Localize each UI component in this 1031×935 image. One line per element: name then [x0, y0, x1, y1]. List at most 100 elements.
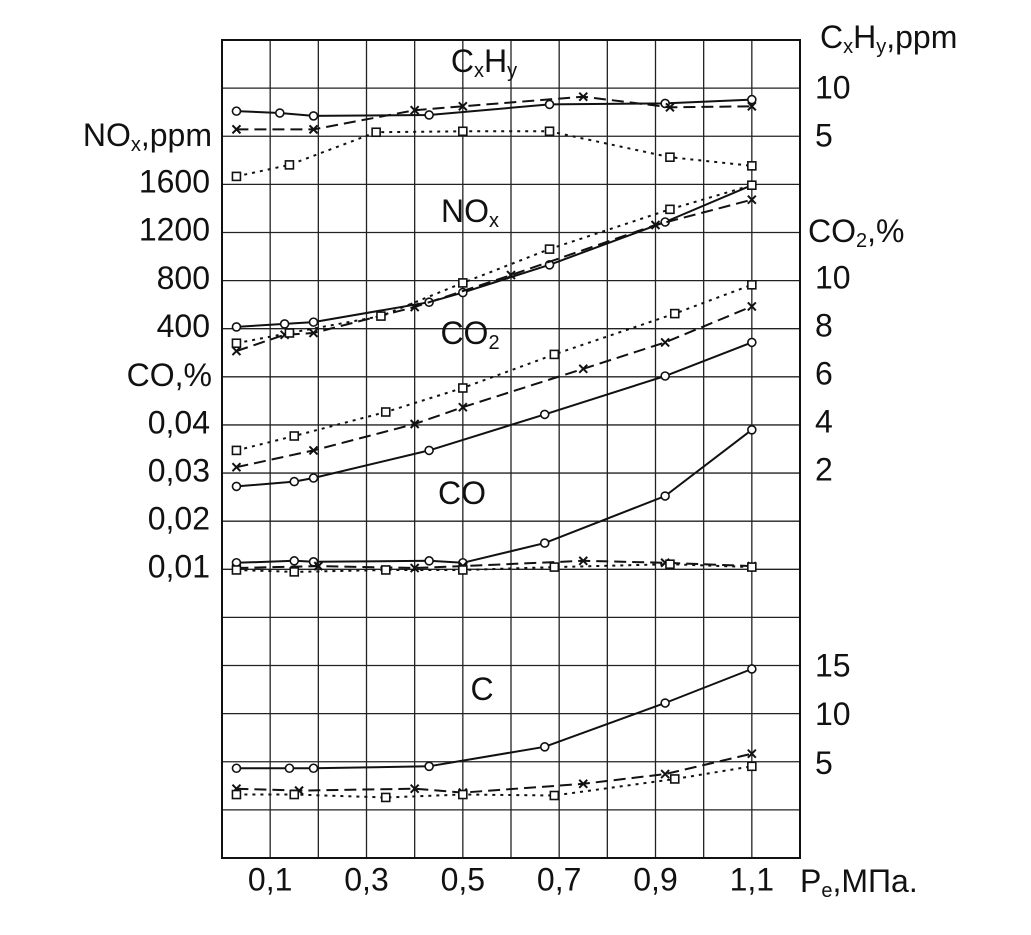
marker-cross	[458, 101, 468, 112]
marker-cross	[747, 194, 757, 205]
y-tick-label: 10	[815, 696, 851, 732]
y-tick-label: 5	[815, 117, 833, 153]
marker-square	[458, 278, 468, 288]
axis-label-part: y	[876, 36, 886, 58]
panel-label: CO2	[440, 315, 499, 354]
marker-square	[371, 127, 381, 138]
marker-square	[747, 562, 757, 572]
marker-circle	[660, 491, 670, 501]
panel-label: CO	[438, 475, 486, 511]
marker-circle	[660, 371, 670, 381]
marker-cross	[747, 301, 757, 312]
marker-cross	[458, 402, 468, 412]
marker-square	[380, 792, 391, 803]
axis-label-part: ,%	[867, 213, 904, 249]
x-tick-label: 0,7	[537, 861, 581, 897]
marker-square	[284, 328, 295, 338]
marker-square	[549, 562, 560, 572]
axis-label-part: NO	[83, 117, 131, 153]
marker-circle	[308, 473, 319, 483]
x-axis-label-part: ,МПа.	[832, 863, 917, 899]
marker-cross	[409, 302, 420, 312]
marker-square	[665, 152, 675, 162]
marker-square	[458, 565, 468, 575]
y-tick-label: 6	[815, 355, 833, 391]
x-axis-label-part: e	[821, 880, 832, 902]
marker-circle	[747, 424, 757, 435]
marker-cross	[506, 270, 516, 280]
marker-circle	[539, 742, 550, 752]
panel-label-part: x	[474, 60, 484, 82]
y-tick-label: 4	[815, 403, 833, 439]
marker-square	[231, 565, 242, 575]
marker-circle	[308, 317, 319, 327]
marker-square	[231, 338, 242, 349]
marker-cross	[231, 346, 242, 356]
x-tick-label: 0,1	[248, 861, 292, 897]
marker-circle	[231, 481, 242, 492]
marker-circle	[231, 106, 242, 116]
y-tick-label: 800	[157, 260, 210, 296]
marker-square	[231, 171, 242, 182]
marker-cross	[747, 748, 757, 759]
marker-circle	[279, 319, 290, 329]
y-tick-label: 15	[815, 647, 851, 683]
marker-cross	[650, 220, 661, 230]
marker-circle	[308, 111, 319, 121]
marker-cross	[578, 779, 588, 789]
panel-label-part: C	[451, 43, 474, 79]
marker-cross	[409, 419, 420, 429]
panel-label-part: x	[489, 210, 499, 232]
marker-circle	[747, 664, 757, 674]
marker-square	[289, 431, 300, 441]
marker-cross	[308, 124, 319, 135]
panel-label-part: 2	[488, 332, 499, 354]
y-tick-label: 0,04	[148, 404, 210, 440]
marker-circle	[274, 108, 285, 118]
marker-square	[458, 383, 468, 393]
axis-label-part: ,ppm	[886, 19, 957, 55]
axis-label: CO2,%	[808, 213, 904, 252]
y-tick-label: 1600	[139, 163, 210, 199]
marker-circle	[289, 476, 300, 487]
marker-square	[544, 126, 555, 137]
marker-square	[747, 161, 757, 171]
panel-label-part: CO	[438, 475, 486, 511]
panel-label-part: NO	[441, 193, 489, 229]
axis-label: CxHy,ppm	[820, 19, 957, 58]
x-axis-label-part: P	[800, 863, 821, 899]
marker-circle	[660, 698, 670, 708]
axis-label-part: 2	[856, 230, 867, 252]
panel-label-part: CO	[440, 315, 488, 351]
axis-label-part: CO	[808, 213, 856, 249]
marker-circle	[231, 763, 242, 774]
marker-cross	[231, 462, 242, 472]
marker-square	[458, 126, 468, 137]
marker-circle	[424, 761, 434, 772]
panel-label: C	[470, 671, 493, 707]
marker-square	[284, 160, 295, 170]
axis-label-part: x	[131, 134, 141, 156]
marker-cross	[747, 101, 757, 112]
marker-cross	[578, 364, 588, 374]
axis-label-part: CO,%	[127, 357, 212, 393]
marker-cross	[308, 445, 319, 456]
y-tick-label: 2	[815, 451, 833, 487]
y-tick-label: 8	[815, 307, 833, 343]
marker-circle	[308, 763, 319, 774]
marker-circle	[424, 445, 434, 456]
marker-circle	[539, 409, 550, 420]
y-tick-label: 0,03	[148, 452, 210, 488]
y-tick-label: 1200	[139, 212, 210, 248]
marker-circle	[539, 538, 550, 548]
marker-square	[544, 244, 555, 254]
marker-square	[747, 761, 757, 772]
marker-cross	[409, 563, 420, 573]
axis-label: CO,%	[127, 357, 212, 393]
marker-square	[665, 204, 675, 215]
marker-circle	[747, 94, 757, 105]
x-axis-label: Pe,МПа.	[800, 863, 918, 902]
